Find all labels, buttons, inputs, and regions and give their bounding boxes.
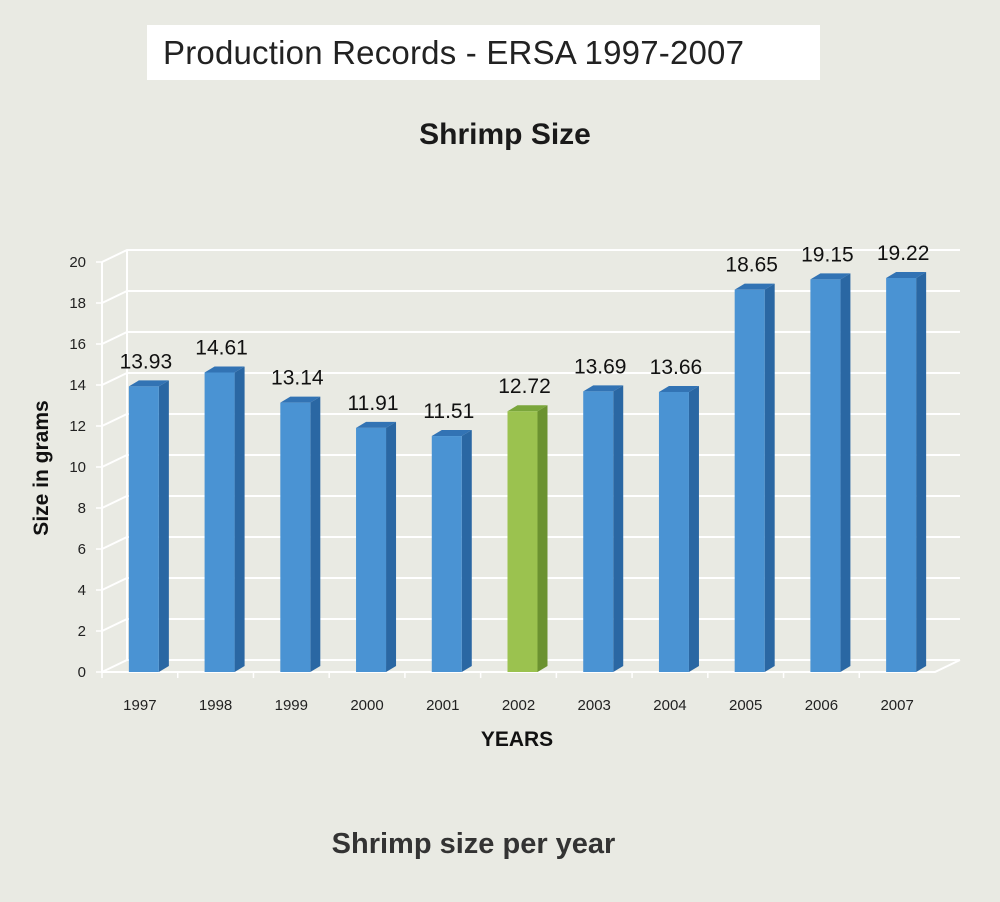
bar-top [356, 421, 397, 428]
data-label-2000: 11.91 [348, 392, 399, 415]
y-tick-label: 18 [69, 295, 86, 312]
bar-top [204, 366, 245, 373]
y-tick-label: 0 [78, 664, 86, 681]
bar-front [810, 279, 841, 672]
bar-top [280, 396, 321, 403]
x-tick-label-2002: 2002 [502, 697, 535, 714]
caption: Shrimp size per year [331, 828, 616, 860]
data-label-2006: 19.15 [801, 243, 854, 266]
bar-front [280, 402, 311, 672]
bar-top [810, 273, 851, 280]
x-tick-layer: 1997 1998 1999 2000 2001 2002 2003 2004 2005 2006… [101, 672, 914, 714]
bar-2002 [507, 405, 548, 672]
y-tick-label: 6 [78, 541, 86, 558]
bar-top [886, 271, 927, 278]
bar-side [158, 380, 169, 672]
y-tick-label: 16 [69, 336, 86, 353]
bar-2006 [810, 273, 851, 672]
header-title: Production Records - ERSA 1997-2007 [163, 33, 745, 71]
bar-side [613, 385, 624, 672]
bar-top [734, 283, 775, 290]
bar-side [310, 396, 321, 672]
bar-1997 [128, 380, 169, 672]
bar-front [658, 391, 689, 672]
header-box: Production Records - ERSA 1997-2007 [147, 25, 820, 80]
data-label-1998: 14.61 [195, 336, 248, 359]
x-tick-label-2006: 2006 [805, 697, 838, 714]
x-tick-label-2004: 2004 [653, 697, 686, 714]
bar-2005 [734, 283, 775, 672]
y-tick-label: 10 [69, 459, 86, 476]
bar-1999 [280, 396, 321, 672]
data-label-2002: 12.72 [498, 375, 551, 398]
chart-title: Shrimp Size [419, 118, 591, 151]
y-tick-layer: 0 2 4 6 8 10 12 14 16 18 20 [69, 254, 102, 681]
x-tick-label-1999: 1999 [275, 697, 308, 714]
data-label-layer: 13.93 14.61 13.14 11.91 11.51 12.72 13.69 13.66… [120, 242, 930, 423]
bar-side [537, 405, 548, 672]
bar-front [507, 411, 538, 672]
y-tick-label: 14 [69, 377, 86, 394]
x-tick-label-2003: 2003 [578, 697, 611, 714]
bar-layer [128, 271, 927, 672]
bar-side [234, 366, 245, 672]
bar-side [386, 421, 397, 672]
y-tick-label: 12 [69, 418, 86, 435]
x-tick-label-2001: 2001 [426, 697, 459, 714]
bar-front [886, 277, 917, 672]
bar-top [431, 430, 472, 437]
bar-front [356, 427, 387, 672]
y-tick-label: 8 [78, 500, 86, 517]
bar-side [840, 273, 851, 672]
data-label-2005: 18.65 [725, 254, 778, 277]
data-label-2003: 13.69 [574, 355, 627, 378]
data-label-2001: 11.51 [423, 400, 474, 423]
y-tick-label: 4 [78, 582, 86, 599]
data-label-2007: 19.22 [877, 242, 930, 265]
bar-side [916, 271, 927, 672]
x-tick-label-2005: 2005 [729, 697, 762, 714]
bar-front [734, 289, 765, 672]
data-label-2004: 13.66 [650, 356, 703, 379]
data-label-1997: 13.93 [120, 350, 173, 373]
x-tick-label-1998: 1998 [199, 697, 232, 714]
data-label-1999: 13.14 [271, 367, 324, 390]
bar-2001 [431, 430, 472, 672]
bar-2007 [886, 271, 927, 672]
bar-top [507, 405, 548, 412]
bar-top [128, 380, 169, 387]
bar-chart: 0 2 4 6 8 10 12 14 16 18 20 13.93 14.61 13.14 11.91 11… [30, 242, 961, 751]
bar-2004 [658, 385, 699, 672]
bar-top [658, 385, 699, 392]
bar-2000 [356, 421, 397, 672]
y-axis-label: Size in grams [30, 400, 53, 535]
bar-side [764, 283, 775, 672]
bar-front [583, 391, 614, 672]
bar-side [688, 385, 699, 672]
bar-front [204, 372, 235, 672]
x-axis-label: YEARS [481, 728, 553, 751]
y-tick-label: 20 [69, 254, 86, 271]
x-tick-label-1997: 1997 [123, 697, 156, 714]
x-tick-label-2007: 2007 [880, 697, 913, 714]
bar-1998 [204, 366, 245, 672]
x-tick-label-2000: 2000 [350, 697, 383, 714]
bar-top [583, 385, 624, 392]
bar-front [128, 386, 159, 672]
y-tick-label: 2 [78, 623, 86, 640]
bar-side [461, 430, 472, 672]
bar-2003 [583, 385, 624, 672]
bar-front [431, 436, 462, 672]
